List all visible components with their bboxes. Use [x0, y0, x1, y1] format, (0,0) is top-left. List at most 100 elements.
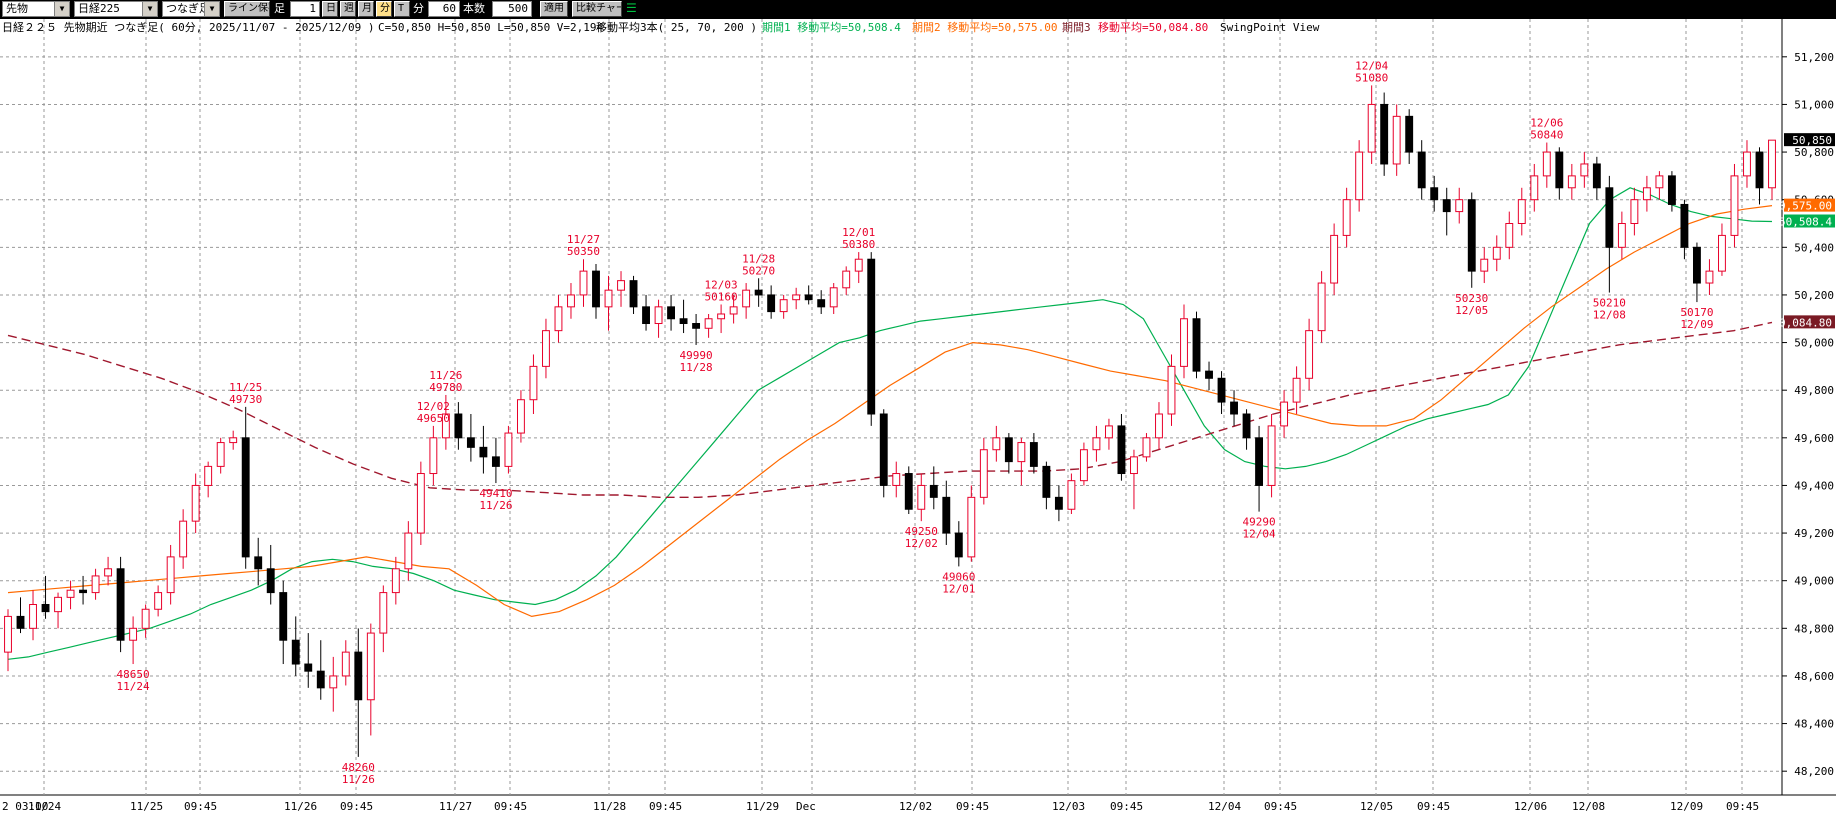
candle-body: [291, 639, 300, 665]
swing-low-date: 12/04: [1243, 528, 1276, 541]
candle-body: [1430, 187, 1439, 201]
swing-high-value: 50840: [1530, 129, 1563, 142]
period-week-button[interactable]: 週: [340, 1, 356, 17]
chart-style-select[interactable]: つなぎ足 ▼: [162, 1, 220, 17]
candle-body: [454, 413, 463, 439]
y-axis: 48,200 48,400 48,600 48,800 49,000 49,200 49,4…: [1782, 51, 1834, 778]
chevron-down-icon: ▼: [142, 2, 157, 16]
candle-body: [1054, 496, 1063, 510]
candle-body: [379, 592, 388, 634]
y-tick-label: 51,200: [1794, 51, 1834, 64]
ma3-readout: 移動平均=50,084.80: [1098, 21, 1209, 34]
swing-high-date: 12/02: [417, 400, 450, 413]
candle-body: [4, 615, 12, 653]
view-name: SwingPoint View: [1220, 21, 1320, 34]
swing-low-date: 11/24: [117, 680, 150, 693]
swing-high-date: 11/27: [567, 233, 600, 246]
swing-low-date: 12/05: [1455, 304, 1488, 317]
minute-label: 分: [413, 2, 424, 15]
period-day-button[interactable]: 日: [322, 1, 338, 17]
swing-high-date: 11/26: [429, 369, 462, 382]
swing-high-value: 49780: [429, 381, 462, 394]
swing-high-value: 50160: [705, 290, 738, 303]
candle-body: [504, 432, 513, 467]
market-select[interactable]: 先物 ▼: [2, 1, 70, 17]
period-minute-button[interactable]: 分: [376, 1, 392, 17]
candle-body: [1755, 151, 1764, 189]
count-input[interactable]: 500: [492, 1, 532, 17]
candle-body: [592, 270, 600, 308]
candle-body: [704, 318, 713, 329]
save-line-button[interactable]: ライン保存: [224, 1, 270, 17]
swing-low-value: 48650: [117, 668, 150, 681]
compare-chart-button[interactable]: 比較チャート: [572, 1, 622, 17]
candle-body: [1517, 199, 1526, 224]
candle-body: [842, 270, 851, 289]
period-month-button[interactable]: 月: [358, 1, 374, 17]
candle-body: [1280, 401, 1289, 427]
candle-body: [491, 456, 500, 467]
candle-body: [1092, 437, 1101, 451]
candle-body: [879, 413, 888, 486]
candlesticks: [4, 85, 1776, 757]
swing-low-value: 50210: [1593, 297, 1626, 310]
swing-high-date: 12/04: [1355, 59, 1388, 72]
candle-body: [1117, 425, 1126, 475]
candle-body: [16, 615, 25, 629]
y-tick-label: 50,400: [1794, 241, 1834, 254]
candle-body: [1330, 234, 1339, 284]
y-tick-label: 49,800: [1794, 384, 1834, 397]
candle-body: [917, 484, 926, 510]
index-select[interactable]: 日経225 ▼: [74, 1, 158, 17]
x-tick-label: 09:45: [184, 800, 217, 813]
x-tick-label: 09:45: [1726, 800, 1759, 813]
ohlcv-readout: C=50,850 H=50,850 L=50,850 V=2,194: [378, 21, 604, 34]
candle-body: [767, 294, 776, 313]
candle-body: [992, 437, 1001, 451]
swing-low-value: 49250: [905, 525, 938, 538]
candle-body: [1718, 234, 1726, 272]
swing-high-value: 49650: [417, 412, 450, 425]
candle-body: [329, 675, 338, 689]
candle-body: [104, 568, 113, 577]
candle-body: [579, 270, 588, 296]
minute-input[interactable]: 60: [428, 1, 460, 17]
apply-button[interactable]: 適用: [540, 1, 568, 17]
candle-body: [617, 280, 625, 291]
foot-input[interactable]: 1: [290, 1, 320, 17]
candle-body: [1042, 465, 1051, 498]
candle-body: [692, 323, 701, 329]
candle-body: [754, 289, 763, 296]
swing-low-date: 11/26: [479, 499, 512, 512]
period-tick-button[interactable]: T: [394, 1, 410, 17]
candle-body: [1380, 103, 1389, 165]
y-tick-label: 49,600: [1794, 432, 1834, 445]
y-tick-label: 48,600: [1794, 670, 1834, 683]
candle-body: [204, 465, 213, 486]
ma1-readout: 期間1 移動平均=50,508.4: [762, 21, 901, 34]
swing-low-value: 50230: [1455, 292, 1488, 305]
candle-body: [854, 258, 863, 272]
candle-body: [404, 532, 413, 570]
candle-body: [1505, 223, 1514, 248]
candle-body: [779, 299, 788, 313]
candle-body: [1255, 437, 1264, 486]
candle-body: [1692, 246, 1701, 284]
swing-low-value: 49990: [680, 349, 713, 362]
candle-body: [1267, 425, 1276, 486]
candle-body: [1217, 377, 1226, 403]
x-tick-label: 11/24: [28, 800, 61, 813]
candle-body: [1442, 199, 1451, 213]
candle-body: [141, 608, 150, 629]
index-select-value: 日経225: [78, 2, 120, 15]
chart-list-icon[interactable]: ☰: [626, 1, 637, 15]
swing-high-date: 11/28: [742, 252, 775, 265]
candle-body: [829, 287, 838, 308]
swing-annotations: 4865011/2411/25497304826011/2611/2649780…: [117, 59, 1714, 786]
market-select-value: 先物: [6, 2, 28, 15]
candle-body: [1230, 401, 1238, 415]
candle-body: [1555, 151, 1564, 189]
candle-body: [942, 496, 951, 534]
price-chart[interactable]: 4865011/2411/25497304826011/2611/2649780…: [0, 19, 1836, 817]
candle-body: [929, 484, 938, 498]
